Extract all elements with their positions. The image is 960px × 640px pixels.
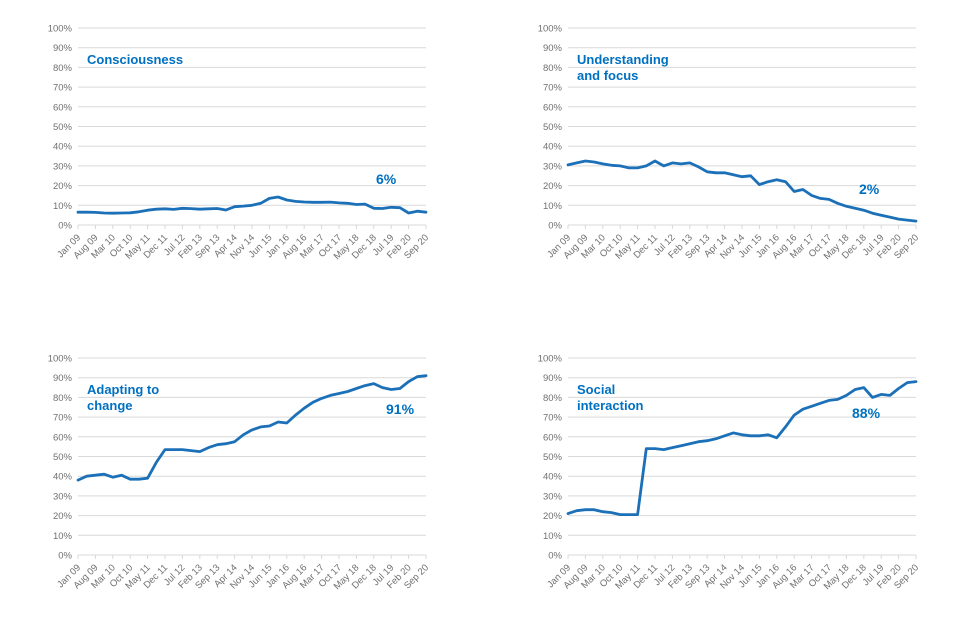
series-line	[76, 374, 428, 482]
line-chart-social-interaction: 0%10%20%30%40%50%60%70%80%90%100%Jan 09A…	[538, 354, 921, 593]
series-end-value-label: 2%	[859, 181, 880, 197]
series-line	[76, 195, 428, 215]
y-axis-tick-label: 50%	[53, 452, 73, 463]
y-axis-tick-label: 70%	[543, 413, 563, 424]
y-axis-tick-label: 0%	[548, 221, 562, 232]
y-axis-tick-label: 80%	[53, 63, 73, 74]
chart-panel-understanding-and-focus: 0% 10% 20% 30% 40% 50% 60% 70% 80% 90% 100% Jan 09 A…	[490, 0, 960, 310]
chart-title: Understanding and focus	[577, 52, 669, 83]
chart-title: Consciousness	[87, 52, 184, 67]
y-axis-tick-label: 10%	[53, 531, 73, 542]
line-chart-consciousness: 0%10%20%30%40%50%60%70%80%90%100%Jan 09A…	[48, 24, 431, 263]
y-axis-tick-label: 30%	[543, 161, 563, 172]
y-axis-tick-label: 70%	[53, 83, 73, 94]
y-axis-tick-label: 10%	[53, 201, 73, 212]
y-axis-tick-label: 20%	[53, 511, 73, 522]
y-axis-tick-label: 10%	[543, 531, 563, 542]
y-axis-tick-label: 80%	[543, 393, 563, 404]
y-axis-tick-label: 60%	[543, 432, 563, 443]
y-axis-tick-label: 30%	[53, 491, 73, 502]
series-line	[566, 380, 918, 517]
y-axis-tick-label: 40%	[53, 142, 73, 153]
y-axis-tick-label: 100%	[538, 24, 563, 35]
series-end-value-label: 91%	[386, 401, 415, 417]
y-axis-tick-label: 40%	[53, 472, 73, 483]
y-axis-tick-label: 80%	[53, 393, 73, 404]
y-axis-tick-label: 100%	[48, 354, 73, 365]
y-axis-tick-label: 50%	[543, 452, 563, 463]
y-axis-tick-label: 20%	[543, 511, 563, 522]
chart-title: Social interaction	[577, 382, 644, 413]
chart-panel-consciousness: 0% 10% 20% 30% 40% 50% 60% 70% 80% 90% 100% Jan 09 A…	[0, 0, 470, 310]
y-axis-tick-label: 90%	[53, 373, 73, 384]
series-end-value-label: 6%	[376, 171, 397, 187]
y-axis-tick-label: 80%	[543, 63, 563, 74]
y-axis-tick-label: 100%	[538, 354, 563, 365]
series-line	[566, 159, 918, 223]
y-axis-tick-label: 50%	[543, 122, 563, 133]
y-axis-tick-label: 0%	[58, 221, 72, 232]
y-axis-tick-label: 20%	[53, 181, 73, 192]
series-end-value-label: 88%	[852, 405, 881, 421]
y-axis-tick-label: 10%	[543, 201, 563, 212]
chart-panel-social-interaction: 0% 10% 20% 30% 40% 50% 60% 70% 80% 90% 100% Jan 09 A…	[490, 330, 960, 640]
y-axis-tick-label: 50%	[53, 122, 73, 133]
y-axis-tick-label: 60%	[53, 432, 73, 443]
y-axis-tick-label: 60%	[543, 102, 563, 113]
y-axis-tick-label: 70%	[543, 83, 563, 94]
chart-title: Adapting to change	[87, 382, 160, 413]
y-axis-tick-label: 90%	[543, 43, 563, 54]
line-chart-understanding-and-focus: 0%10%20%30%40%50%60%70%80%90%100%Jan 09A…	[538, 24, 921, 263]
y-axis-tick-label: 90%	[543, 373, 563, 384]
y-axis-tick-label: 20%	[543, 181, 563, 192]
y-axis-tick-label: 90%	[53, 43, 73, 54]
y-axis-tick-label: 40%	[543, 142, 563, 153]
y-axis-tick-label: 100%	[48, 24, 73, 35]
y-axis-tick-label: 30%	[53, 161, 73, 172]
y-axis-tick-label: 40%	[543, 472, 563, 483]
chart-panel-adapting-to-change: 0% 10% 20% 30% 40% 50% 60% 70% 80% 90% 100% Jan 09 A…	[0, 330, 470, 640]
line-chart-adapting-to-change: 0%10%20%30%40%50%60%70%80%90%100%Jan 09A…	[48, 354, 431, 593]
y-axis-tick-label: 60%	[53, 102, 73, 113]
y-axis-tick-label: 70%	[53, 413, 73, 424]
y-axis-tick-label: 0%	[58, 551, 72, 562]
y-axis-tick-label: 0%	[548, 551, 562, 562]
y-axis-tick-label: 30%	[543, 491, 563, 502]
